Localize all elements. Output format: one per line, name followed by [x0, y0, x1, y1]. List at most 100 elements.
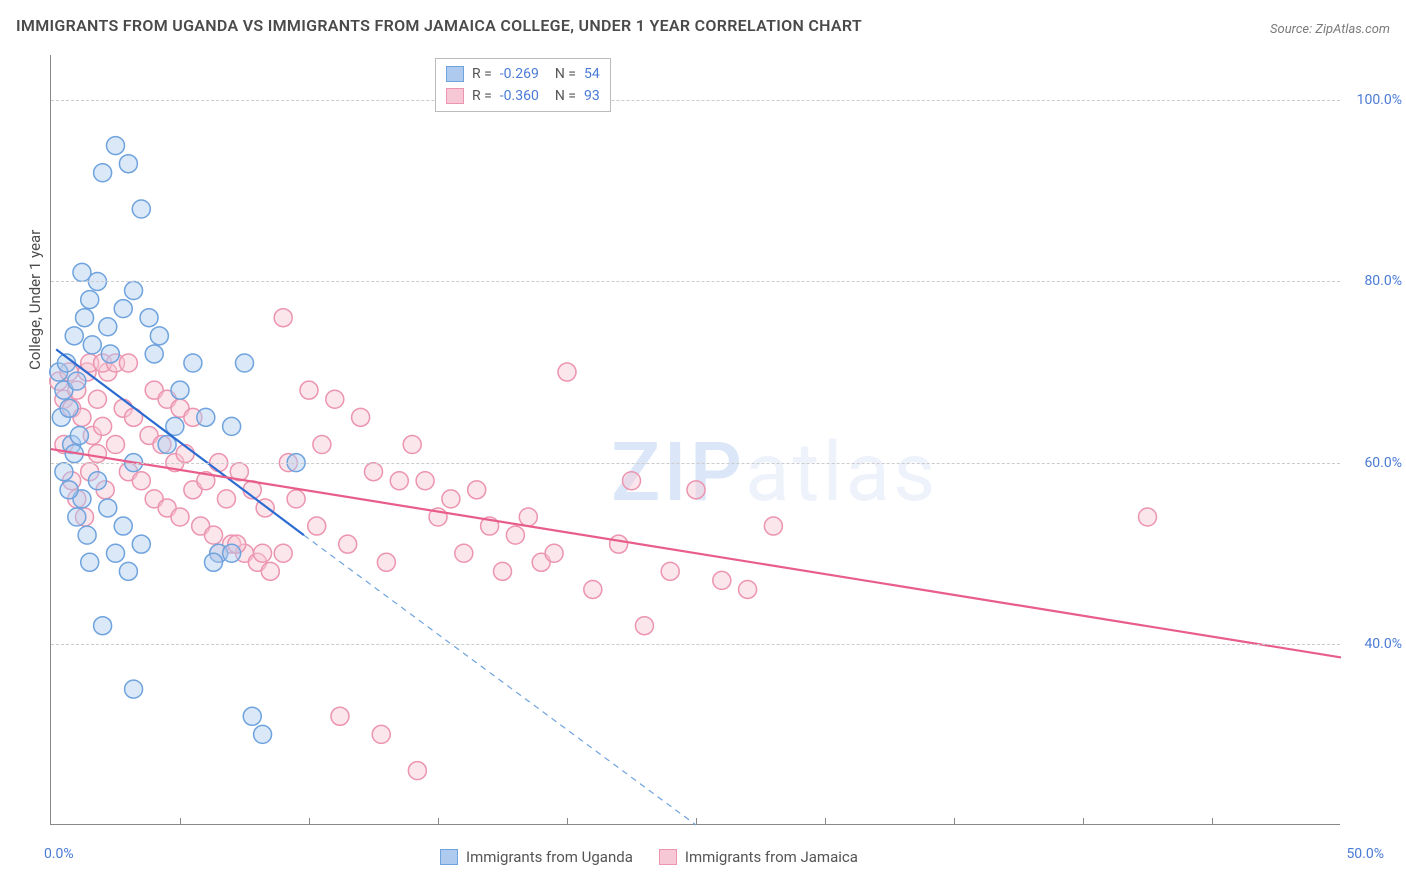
- data-point: [623, 472, 641, 490]
- data-point: [558, 363, 576, 381]
- data-point: [140, 309, 158, 327]
- data-point: [584, 580, 602, 598]
- y-tick-label: 80.0%: [1364, 273, 1402, 289]
- legend-r-label: R =: [472, 66, 492, 82]
- legend-swatch-uganda: [446, 66, 464, 82]
- data-point: [101, 345, 119, 363]
- x-tick-mark: [567, 818, 568, 825]
- data-point: [107, 436, 125, 454]
- data-point: [119, 354, 137, 372]
- data-point: [99, 499, 117, 517]
- legend-stats: R = -0.269 N = 54 R = -0.360 N = 93: [435, 58, 611, 112]
- data-point: [287, 490, 305, 508]
- data-point: [107, 544, 125, 562]
- data-point: [243, 707, 261, 725]
- x-tick-mark: [180, 818, 181, 825]
- data-point: [145, 345, 163, 363]
- legend-series: Immigrants from Uganda Immigrants from J…: [440, 848, 858, 866]
- x-tick-mark: [1083, 818, 1084, 825]
- data-point: [339, 535, 357, 553]
- data-point: [687, 481, 705, 499]
- data-point: [390, 472, 408, 490]
- y-axis-label: College, Under 1 year: [26, 230, 44, 370]
- data-point: [68, 508, 86, 526]
- data-point: [223, 544, 241, 562]
- x-tick-mark: [825, 818, 826, 825]
- x-tick-mark: [309, 818, 310, 825]
- legend-stats-row-1: R = -0.269 N = 54: [446, 63, 600, 85]
- data-point: [83, 336, 101, 354]
- y-tick-label: 100.0%: [1357, 92, 1402, 108]
- data-point: [455, 544, 473, 562]
- data-point: [254, 544, 272, 562]
- legend-n-value-1: 54: [584, 66, 600, 82]
- data-point: [365, 463, 383, 481]
- data-point: [416, 472, 434, 490]
- plot-svg: [51, 55, 1340, 824]
- y-tick-label: 60.0%: [1364, 455, 1402, 471]
- data-point: [107, 137, 125, 155]
- legend-swatch-uganda: [440, 849, 458, 865]
- data-point: [114, 517, 132, 535]
- data-point: [494, 562, 512, 580]
- data-point: [545, 544, 563, 562]
- data-point: [408, 762, 426, 780]
- x-tick-label: 50.0%: [1346, 846, 1384, 862]
- data-point: [171, 508, 189, 526]
- data-point: [352, 408, 370, 426]
- data-point: [114, 300, 132, 318]
- x-tick-mark: [696, 818, 697, 825]
- data-point: [661, 562, 679, 580]
- data-point: [125, 282, 143, 300]
- data-point: [60, 481, 78, 499]
- legend-stats-row-2: R = -0.360 N = 93: [446, 85, 600, 107]
- legend-swatch-jamaica: [659, 849, 677, 865]
- legend-swatch-jamaica: [446, 88, 464, 104]
- chart-container: IMMIGRANTS FROM UGANDA VS IMMIGRANTS FRO…: [0, 0, 1406, 892]
- legend-label-uganda: Immigrants from Uganda: [466, 848, 633, 866]
- data-point: [764, 517, 782, 535]
- data-point: [76, 309, 94, 327]
- source-label: Source: ZipAtlas.com: [1270, 22, 1390, 37]
- data-point: [132, 472, 150, 490]
- data-point: [442, 490, 460, 508]
- data-point: [261, 562, 279, 580]
- data-point: [55, 463, 73, 481]
- legend-n-label: N =: [555, 88, 576, 104]
- data-point: [150, 327, 168, 345]
- plot-area: ZIPatlas 40.0%60.0%80.0%100.0%: [50, 55, 1340, 825]
- data-point: [88, 390, 106, 408]
- data-point: [274, 544, 292, 562]
- data-point: [236, 354, 254, 372]
- data-point: [119, 562, 137, 580]
- x-tick-mark: [1212, 818, 1213, 825]
- data-point: [254, 725, 272, 743]
- y-tick-label: 40.0%: [1364, 636, 1402, 652]
- data-point: [94, 164, 112, 182]
- data-point: [132, 535, 150, 553]
- legend-r-label: R =: [472, 88, 492, 104]
- data-point: [205, 553, 223, 571]
- x-tick-mark: [954, 818, 955, 825]
- legend-n-value-2: 93: [584, 88, 600, 104]
- data-point: [78, 526, 96, 544]
- legend-n-label: N =: [555, 66, 576, 82]
- data-point: [308, 517, 326, 535]
- data-point: [300, 381, 318, 399]
- grid-line: [51, 463, 1340, 464]
- data-point: [119, 155, 137, 173]
- data-point: [99, 318, 117, 336]
- data-point: [326, 390, 344, 408]
- data-point: [81, 291, 99, 309]
- data-point: [94, 417, 112, 435]
- grid-line: [51, 281, 1340, 282]
- data-point: [739, 580, 757, 598]
- data-point: [610, 535, 628, 553]
- data-point: [468, 481, 486, 499]
- legend-item-jamaica: Immigrants from Jamaica: [659, 848, 858, 866]
- data-point: [223, 417, 241, 435]
- data-point: [132, 200, 150, 218]
- data-point: [635, 617, 653, 635]
- data-point: [88, 445, 106, 463]
- data-point: [70, 426, 88, 444]
